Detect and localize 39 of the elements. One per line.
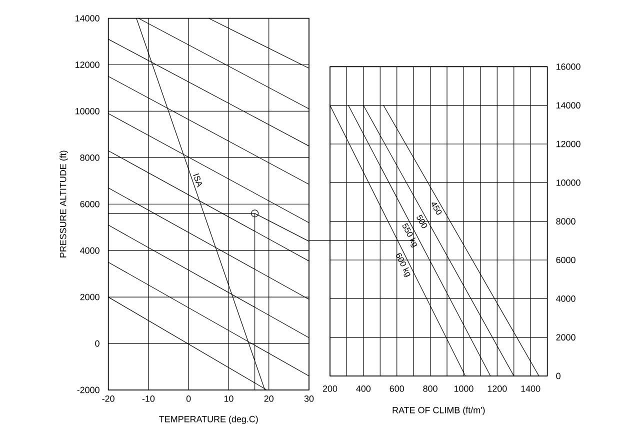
x-axis-title: TEMPERATURE (deg.C) — [159, 416, 258, 424]
x-tick-label: 0 — [186, 396, 191, 402]
y-tick-label: 0 — [556, 372, 560, 380]
text: 600 kg — [396, 253, 410, 278]
x-tick-label: 200 — [322, 386, 338, 392]
y-tick-label: 6000 — [556, 256, 576, 264]
text: 550 kg — [402, 223, 418, 248]
y-tick-label: 10000 — [76, 108, 100, 114]
y-tick-label: 14000 — [76, 15, 100, 22]
y-tick-label: 6000 — [80, 200, 100, 208]
y-axis-title: PRESSURE ALTITUDE (ft) — [60, 150, 68, 258]
x-axis-title: RATE OF CLIMB (ft/m') — [392, 406, 485, 416]
text: 500 — [416, 214, 428, 228]
y-tick-label: 12000 — [76, 62, 100, 68]
y-tick-label: 0 — [95, 340, 100, 347]
y-tick-label: 2000 — [80, 294, 100, 300]
x-tick-label: 1000 — [454, 386, 474, 392]
x-tick-label: 1400 — [521, 386, 540, 392]
x-tick-label: 800 — [423, 386, 438, 392]
y-tick-label: 8000 — [556, 218, 576, 225]
x-tick-label: 1200 — [488, 386, 507, 392]
y-tick-label: 14000 — [556, 102, 580, 109]
text: 450 — [432, 202, 442, 215]
y-tick-label: 16000 — [556, 64, 580, 70]
x-tick-label: 600 — [390, 386, 404, 392]
y-tick-label: 4000 — [556, 295, 576, 302]
x-tick-label: -20 — [102, 396, 114, 402]
x-tick-label: 30 — [304, 396, 314, 402]
y-tick-label: -2000 — [77, 386, 100, 394]
x-tick-label: 20 — [264, 396, 274, 402]
y-tick-label: 2000 — [556, 334, 576, 341]
x-tick-label: 10 — [224, 396, 234, 402]
x-tick-label: -10 — [142, 396, 155, 402]
y-tick-label: 8000 — [80, 154, 100, 161]
y-tick-label: 12000 — [556, 140, 580, 148]
y-tick-label: 4000 — [80, 247, 100, 254]
x-tick-label: 400 — [356, 386, 371, 392]
text: ISA — [193, 173, 202, 188]
y-tick-label: 10000 — [556, 179, 580, 186]
